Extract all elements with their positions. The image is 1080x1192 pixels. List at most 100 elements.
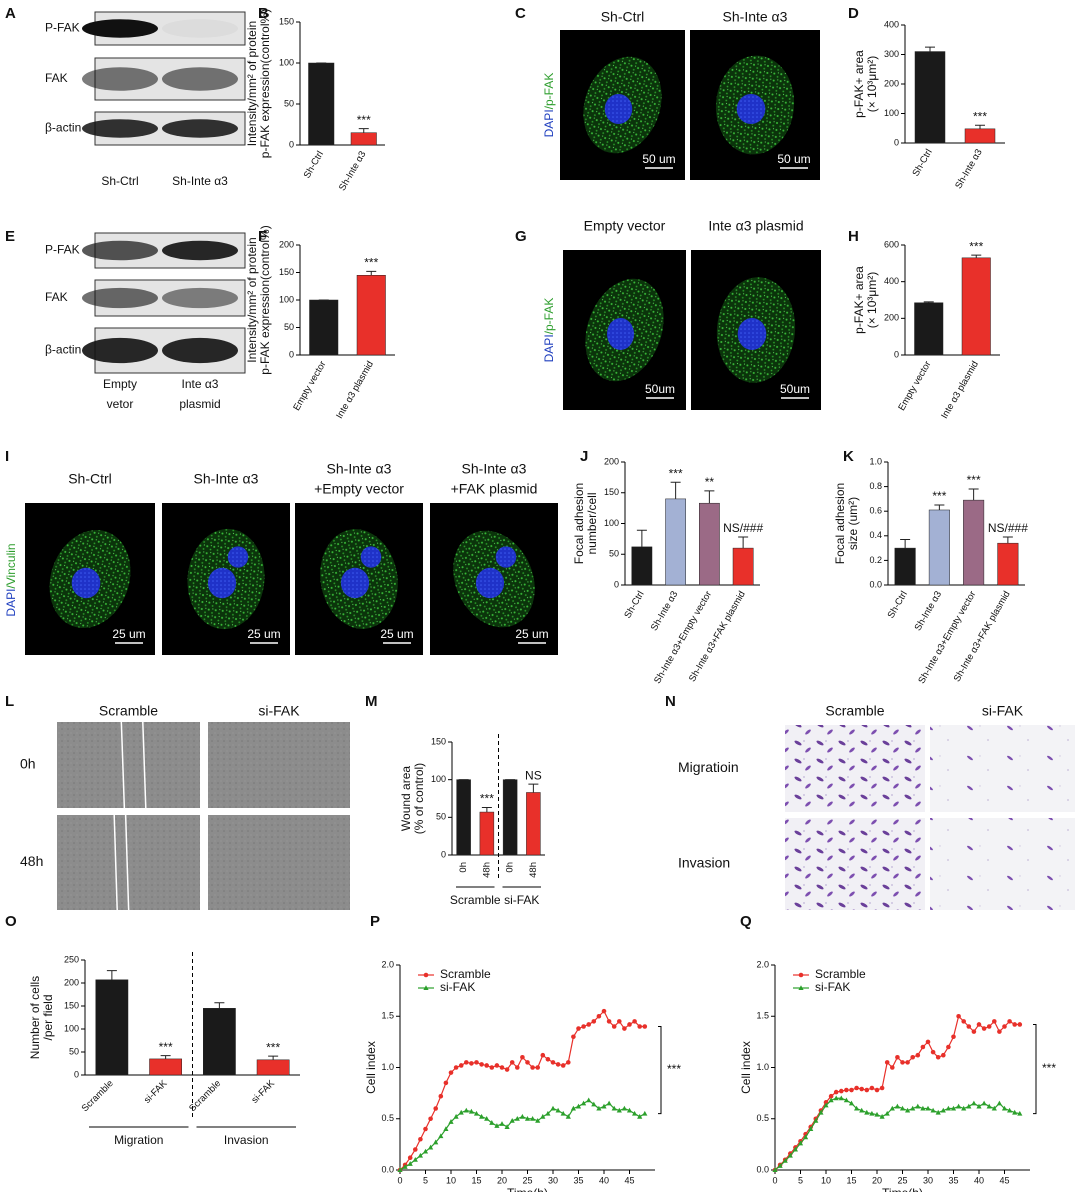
channel-label: DAPI/Vinculin bbox=[4, 543, 18, 616]
y-axis-label: p-FAK+ area bbox=[852, 50, 866, 118]
x-tick-label: 30 bbox=[923, 1175, 933, 1185]
lane-label: Empty bbox=[103, 377, 137, 391]
point bbox=[941, 1052, 946, 1058]
significance: *** bbox=[1042, 1061, 1056, 1075]
bar bbox=[502, 779, 518, 856]
channel-name: /p-FAK bbox=[542, 298, 556, 335]
y-tick-label: 1.0 bbox=[381, 1062, 394, 1072]
y-axis-label: Focal adhesion bbox=[572, 483, 586, 564]
y-tick-label: 0 bbox=[441, 849, 446, 859]
lane-label: plasmid bbox=[179, 397, 220, 411]
point bbox=[879, 1113, 885, 1119]
y-axis-label: Intensity/mm² of protein bbox=[245, 21, 259, 146]
x-tick-label: Sh-Inte α3 bbox=[953, 147, 985, 191]
image bbox=[785, 725, 925, 812]
y-tick-label: 200 bbox=[604, 456, 619, 466]
scale-label: 25 um bbox=[380, 627, 413, 641]
blot-row-label: β-actin bbox=[45, 121, 81, 135]
nucleus bbox=[737, 318, 767, 350]
panel-letter: O bbox=[5, 913, 17, 930]
x-tick-label: si-FAK bbox=[142, 1078, 170, 1106]
point bbox=[844, 1087, 849, 1093]
y-tick-label: 50 bbox=[284, 98, 294, 108]
point bbox=[782, 1157, 788, 1163]
channel-name: DAPI bbox=[4, 589, 18, 617]
x-axis-label: Time(h) bbox=[882, 1186, 923, 1192]
point bbox=[550, 1105, 556, 1111]
y-tick-label: 200 bbox=[884, 313, 899, 323]
bar bbox=[308, 62, 335, 146]
y-tick-label: 2.0 bbox=[381, 959, 394, 969]
point bbox=[591, 1019, 597, 1024]
y-tick-label: 100 bbox=[279, 57, 294, 67]
point bbox=[900, 1060, 905, 1065]
wound-edge bbox=[120, 721, 126, 809]
series-line bbox=[774, 1015, 1020, 1171]
blot-band bbox=[162, 119, 238, 138]
point bbox=[889, 1105, 895, 1111]
x-tick-label: 40 bbox=[974, 1175, 984, 1185]
point bbox=[545, 1110, 551, 1116]
legend-marker bbox=[798, 972, 804, 978]
point bbox=[550, 1060, 556, 1065]
nucleus bbox=[495, 546, 517, 568]
point bbox=[935, 1109, 941, 1115]
x-tick-label: Sh-Inte α3 bbox=[337, 149, 369, 193]
blot-row-label: P-FAK bbox=[45, 243, 80, 257]
point bbox=[792, 1146, 798, 1152]
y-tick-label: 150 bbox=[431, 736, 446, 746]
point bbox=[484, 1063, 490, 1068]
point bbox=[413, 1147, 418, 1152]
bar bbox=[928, 509, 950, 586]
nucleus bbox=[604, 94, 633, 124]
y-axis-label: /per field bbox=[41, 994, 55, 1040]
y-tick-label: 0.5 bbox=[756, 1113, 769, 1123]
channel-name: DAPI bbox=[542, 334, 556, 362]
group-label: si-FAK bbox=[504, 893, 539, 907]
point bbox=[950, 1105, 957, 1111]
y-tick-label: 1.5 bbox=[381, 1011, 394, 1021]
point bbox=[823, 1102, 829, 1108]
point bbox=[417, 1152, 423, 1158]
significance: *** bbox=[967, 473, 981, 487]
image-title: Sh-Inte α3 bbox=[327, 461, 392, 477]
x-tick-label: si-FAK bbox=[249, 1078, 277, 1106]
point bbox=[575, 1103, 582, 1109]
bar bbox=[356, 275, 386, 356]
y-tick-label: 0 bbox=[894, 349, 899, 359]
blot-band bbox=[82, 337, 158, 364]
significance: *** bbox=[357, 113, 371, 127]
point bbox=[986, 1024, 992, 1029]
significance: *** bbox=[973, 109, 987, 123]
bar bbox=[309, 299, 339, 356]
blot-band bbox=[82, 119, 158, 138]
point bbox=[428, 1144, 434, 1150]
y-tick-label: 0.2 bbox=[869, 555, 882, 565]
series-line bbox=[399, 1099, 646, 1171]
point bbox=[555, 1107, 561, 1113]
point bbox=[772, 1167, 778, 1172]
significance: *** bbox=[266, 1040, 280, 1054]
significance-bracket bbox=[658, 1026, 662, 1115]
point bbox=[397, 1167, 403, 1172]
nucleus bbox=[227, 546, 249, 568]
y-axis-label: Cell index bbox=[739, 1041, 753, 1094]
y-axis-label: p-FAK expression(control%) bbox=[258, 9, 272, 158]
lane-label: vetor bbox=[107, 397, 134, 411]
point bbox=[976, 1103, 982, 1109]
point bbox=[473, 1110, 480, 1116]
point bbox=[621, 1105, 627, 1111]
y-tick-label: 0.6 bbox=[869, 506, 882, 516]
point bbox=[423, 1126, 428, 1132]
point bbox=[530, 1115, 536, 1121]
y-tick-label: 0 bbox=[289, 139, 294, 149]
image bbox=[208, 722, 350, 808]
panel-letter: A bbox=[5, 5, 16, 22]
y-tick-label: 300 bbox=[884, 49, 899, 59]
point bbox=[777, 1163, 783, 1168]
significance: *** bbox=[969, 239, 983, 253]
legend-label: si-FAK bbox=[815, 980, 850, 994]
point bbox=[986, 1103, 992, 1109]
point bbox=[474, 1060, 479, 1065]
series-line bbox=[774, 1097, 1020, 1171]
